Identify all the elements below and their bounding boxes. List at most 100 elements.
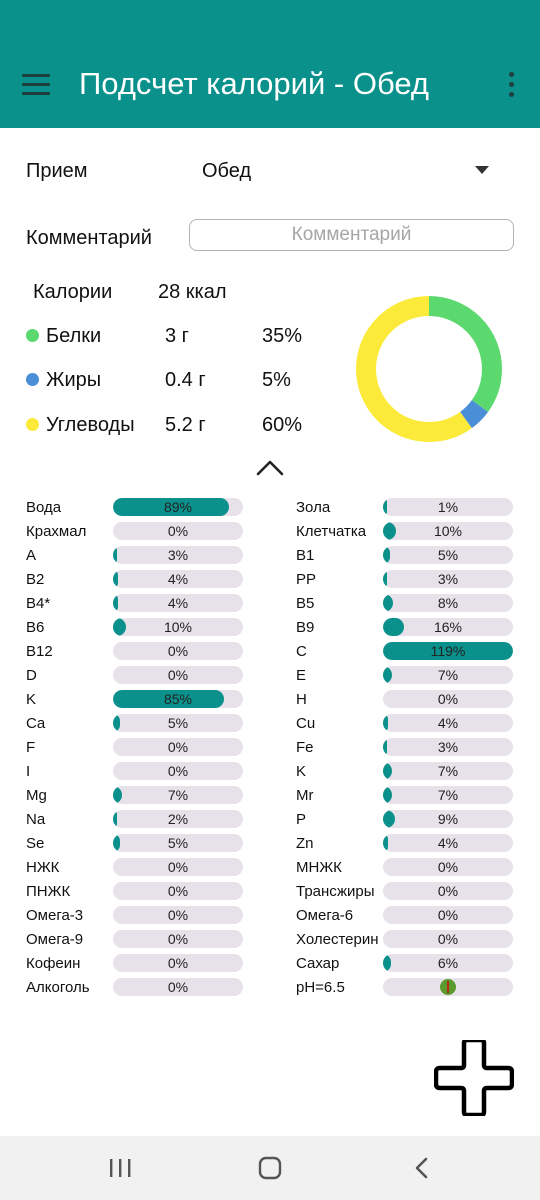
chevron-up-icon[interactable] <box>254 452 286 482</box>
nutrient-label: B1 <box>296 547 315 564</box>
nutrient-progress-bar: 89% <box>113 498 243 516</box>
carbs-label: Углеводы <box>46 414 135 436</box>
nutrient-label: Клетчатка <box>296 523 367 540</box>
nutrient-progress-bar: 0% <box>383 906 513 924</box>
nutrient-label: Зола <box>296 499 331 516</box>
nutrient-progress-fill <box>383 714 389 732</box>
nutrient-progress-bar: 2% <box>113 810 243 828</box>
fat-color-dot <box>26 373 39 386</box>
comment-label: Комментарий <box>26 227 152 249</box>
nutrient-progress-bar: 0% <box>113 666 243 684</box>
nutrient-label: Алкоголь <box>26 979 90 996</box>
nutrient-label: B5 <box>296 595 315 612</box>
nutrient-label: Cu <box>296 715 316 732</box>
meal-dropdown[interactable]: Обед <box>190 150 510 192</box>
nutrient-progress-fill <box>113 690 224 708</box>
nutrient-label: Mr <box>296 787 314 804</box>
nutrient-percent: 3% <box>167 547 189 563</box>
ph-indicator-icon <box>440 979 456 995</box>
nutrient-percent: 4% <box>167 595 189 611</box>
nutrient-label: Fe <box>296 739 314 756</box>
nutrient-percent: 5% <box>167 835 189 851</box>
nutrient-percent: 7% <box>167 787 189 803</box>
dropdown-arrow-icon <box>475 166 489 174</box>
nutrient-progress-bar: 119% <box>383 642 513 660</box>
nutrient-percent: 0% <box>167 523 189 539</box>
nutrient-progress-fill <box>113 594 119 612</box>
nutrient-progress-bar: 4% <box>383 834 513 852</box>
nutrient-label: Сахар <box>296 955 340 972</box>
nutrient-progress-bar: 1% <box>383 498 513 516</box>
nutrient-progress-bar: 0% <box>113 930 243 948</box>
nutrient-progress-bar: 4% <box>113 570 243 588</box>
protein-percent: 35% <box>262 325 303 347</box>
nutrient-progress-bar: 0% <box>113 954 243 972</box>
nutrient-percent: 5% <box>167 715 189 731</box>
nutrient-percent: 7% <box>437 787 459 803</box>
nutrient-progress-fill <box>383 642 513 660</box>
nutrient-progress-fill <box>383 666 393 684</box>
nutrient-label: I <box>26 763 31 780</box>
nutrient-percent: 3% <box>437 739 459 755</box>
protein-label: Белки <box>46 325 102 347</box>
hamburger-menu-icon[interactable] <box>22 74 50 96</box>
home-icon[interactable] <box>250 1154 290 1182</box>
nutrient-label: Mg <box>26 787 47 804</box>
nutrient-progress-bar: 85% <box>113 690 243 708</box>
nutrient-label: H <box>296 691 307 708</box>
nutrient-progress-bar: 3% <box>383 570 513 588</box>
carbs-percent: 60% <box>262 414 303 436</box>
nutrient-percent: 7% <box>437 667 459 683</box>
macros-donut-chart <box>356 296 502 442</box>
system-nav-bar <box>0 1136 540 1200</box>
back-icon[interactable] <box>402 1154 442 1182</box>
nutrient-progress-fill <box>383 498 387 516</box>
nutrient-percent: 7% <box>437 763 459 779</box>
nutrient-percent: 0% <box>167 883 189 899</box>
calories-label: Калории <box>33 281 113 303</box>
nutrient-progress-bar: 0% <box>383 858 513 876</box>
more-vert-icon[interactable] <box>502 72 520 100</box>
nutrient-percent: 0% <box>437 859 459 875</box>
recent-apps-icon[interactable] <box>100 1154 140 1182</box>
nutrient-percent: 2% <box>167 811 189 827</box>
nutrient-percent: 5% <box>437 547 459 563</box>
nutrient-label: B2 <box>26 571 45 588</box>
nutrient-label: Трансжиры <box>296 883 375 900</box>
nutrient-label: P <box>296 811 307 828</box>
nutrient-progress-bar: 7% <box>383 666 513 684</box>
nutrient-progress-bar: 3% <box>113 546 243 564</box>
nutrient-progress-bar: 6% <box>383 954 513 972</box>
nutrient-label: Se <box>26 835 45 852</box>
protein-amount: 3 г <box>165 325 189 347</box>
nutrient-label: K <box>26 691 37 708</box>
nutrient-label: B6 <box>26 619 45 636</box>
nutrient-label: Вода <box>26 499 62 516</box>
nutrient-progress-bar: 7% <box>113 786 243 804</box>
nutrient-label: Ca <box>26 715 46 732</box>
nutrient-progress-bar: 3% <box>383 738 513 756</box>
nutrient-label: ПНЖК <box>26 883 71 900</box>
nutrient-progress-bar: 5% <box>383 546 513 564</box>
nutrient-progress-bar: 9% <box>383 810 513 828</box>
nutrient-progress-bar: 4% <box>383 714 513 732</box>
nutrient-progress-bar: 5% <box>113 834 243 852</box>
nutrient-progress-fill <box>383 810 395 828</box>
nutrient-label: Zn <box>296 835 314 852</box>
nutrient-progress-fill <box>383 954 391 972</box>
nutrient-percent: 0% <box>167 979 189 995</box>
nutrient-label: Кофеин <box>26 955 81 972</box>
nutrient-label: pH=6.5 <box>296 979 345 996</box>
nutrient-percent: 85% <box>163 691 193 707</box>
nutrient-percent: 9% <box>437 811 459 827</box>
nutrient-percent: 4% <box>167 571 189 587</box>
nutrient-label: МНЖК <box>296 859 342 876</box>
add-plus-icon[interactable] <box>434 1040 514 1116</box>
protein-color-dot <box>26 329 39 342</box>
nutrient-percent: 6% <box>437 955 459 971</box>
nutrient-progress-bar: 0% <box>113 642 243 660</box>
nutrient-progress-fill <box>113 618 126 636</box>
nutrient-progress-bar: 16% <box>383 618 513 636</box>
comment-input[interactable] <box>189 219 514 251</box>
nutrient-progress-fill <box>383 834 389 852</box>
